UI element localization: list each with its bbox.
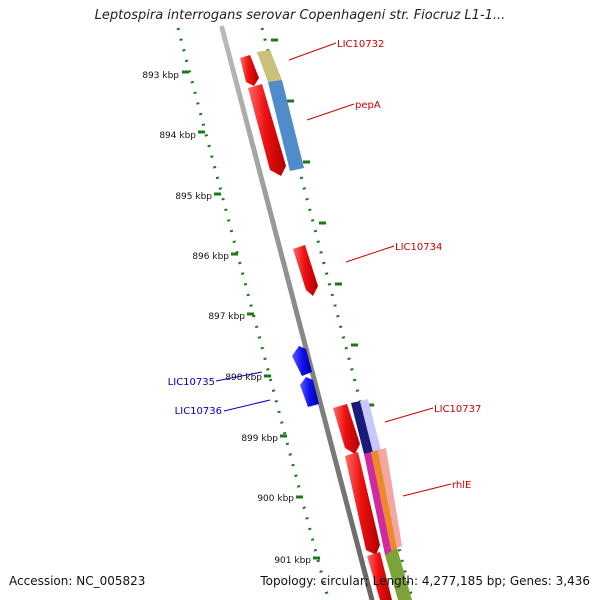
gene-LIC10735[interactable] <box>292 346 312 376</box>
gene-label-rhlE[interactable]: rhlE <box>452 480 471 491</box>
label-leaders <box>215 42 452 497</box>
gene-label-pepA[interactable]: pepA <box>355 100 381 111</box>
gene-LIC10732[interactable] <box>240 55 259 86</box>
ruler-label: 899 kbp <box>241 434 278 444</box>
genome-summary-text: Topology: circular; Length: 4,277,185 bp… <box>260 574 590 588</box>
annotation-bar-blue <box>268 80 304 171</box>
leader-LIC10734 <box>345 245 395 263</box>
gene-LIC10734[interactable] <box>293 245 318 296</box>
annotation-bar-navy <box>351 401 373 454</box>
leader-pepA <box>306 103 355 121</box>
annotation-bar-tan <box>257 50 282 82</box>
annotation-bar-orange <box>371 450 397 553</box>
gene-label-LIC10735[interactable]: LIC10735 <box>168 377 215 388</box>
outer-track <box>260 27 414 599</box>
map-title: Leptospira interrogans serovar Copenhage… <box>94 8 506 23</box>
annotation-bar-green <box>385 548 412 600</box>
gene-label-LIC10736[interactable]: LIC10736 <box>175 406 222 417</box>
ruler-label: 893 kbp <box>142 71 179 81</box>
ruler-label: 897 kbp <box>208 312 245 322</box>
gene-label-LIC10734[interactable]: LIC10734 <box>395 242 442 253</box>
ruler-label: 895 kbp <box>175 192 212 202</box>
annotation-bar-lavender <box>360 399 381 452</box>
ruler-label: 894 kbp <box>159 131 196 141</box>
genome-backbone <box>219 25 375 600</box>
ruler-labels: 893 kbp 894 kbp 895 kbp 896 kbp 897 kbp … <box>142 71 311 566</box>
gene-LIC10736[interactable] <box>300 377 319 407</box>
leader-LIC10737 <box>384 407 434 423</box>
ruler-label: 901 kbp <box>274 556 311 566</box>
accession-text: Accession: NC_005823 <box>9 574 146 588</box>
leader-LIC10736 <box>223 399 271 412</box>
ruler-label: 896 kbp <box>192 252 229 262</box>
annotation-bar-magenta <box>364 452 392 555</box>
gene-label-LIC10732[interactable]: LIC10732 <box>337 39 384 50</box>
leader-LIC10732 <box>288 42 337 61</box>
annotation-bar-pink <box>378 448 402 548</box>
ruler-label: 898 kbp <box>225 373 262 383</box>
gene-pepA[interactable] <box>248 84 286 176</box>
ruler-label: 900 kbp <box>257 494 294 504</box>
gene-LIC10737[interactable] <box>333 404 360 454</box>
leader-LIC10735 <box>215 371 263 382</box>
leader-rhlE <box>402 483 452 497</box>
ruler-major-ticks <box>182 70 320 560</box>
gene-next[interactable] <box>367 552 392 600</box>
gene-labels: LIC10732 pepA LIC10734 LIC10737 rhlE LIC… <box>168 39 482 491</box>
gene-label-LIC10737[interactable]: LIC10737 <box>434 404 481 415</box>
gene-rhlE[interactable] <box>345 452 380 555</box>
